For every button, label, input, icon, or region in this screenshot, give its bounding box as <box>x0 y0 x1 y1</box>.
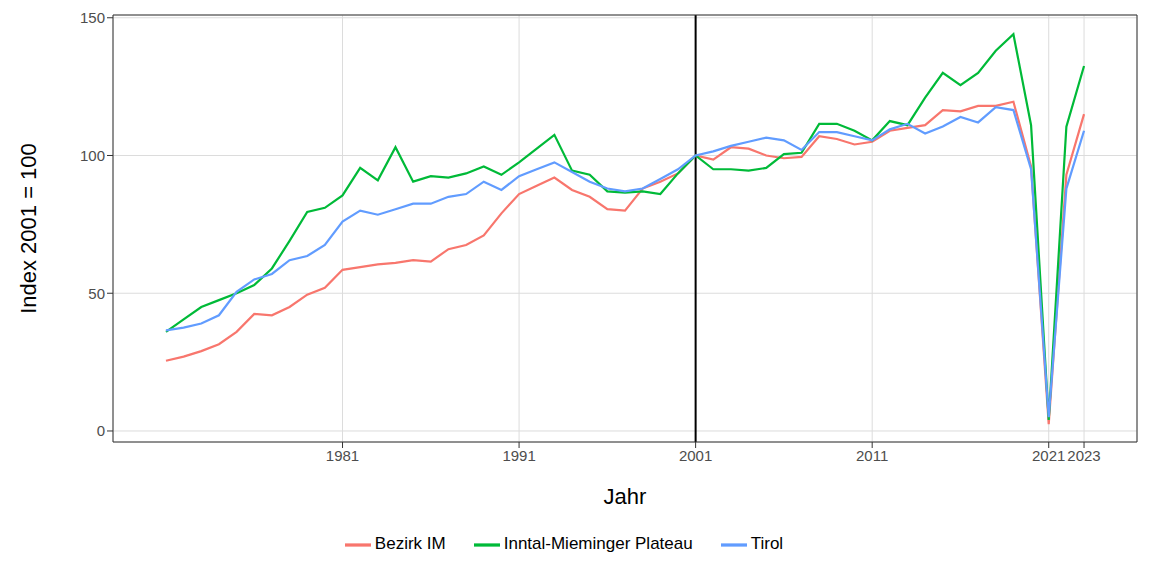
svg-text:100: 100 <box>80 147 105 164</box>
svg-text:Jahr: Jahr <box>604 484 647 509</box>
html-text:Inntal-Mieminger Plateau: Inntal-Mieminger Plateau <box>503 534 693 554</box>
svg-text:1981: 1981 <box>326 447 359 464</box>
svg-text:0: 0 <box>97 422 105 439</box>
svg-text:Index 2001 = 100: Index 2001 = 100 <box>16 143 41 314</box>
svg-text:1991: 1991 <box>502 447 535 464</box>
svg-text:150: 150 <box>80 9 105 26</box>
svg-text:2021: 2021 <box>1032 447 1065 464</box>
svg-text:2023: 2023 <box>1067 447 1100 464</box>
svg-text:2001: 2001 <box>679 447 712 464</box>
html-text:Tirol: Tirol <box>750 534 784 554</box>
svg-text:50: 50 <box>88 285 105 302</box>
html-text:Bezirk IM: Bezirk IM <box>374 534 446 554</box>
svg-text:2011: 2011 <box>856 447 888 464</box>
